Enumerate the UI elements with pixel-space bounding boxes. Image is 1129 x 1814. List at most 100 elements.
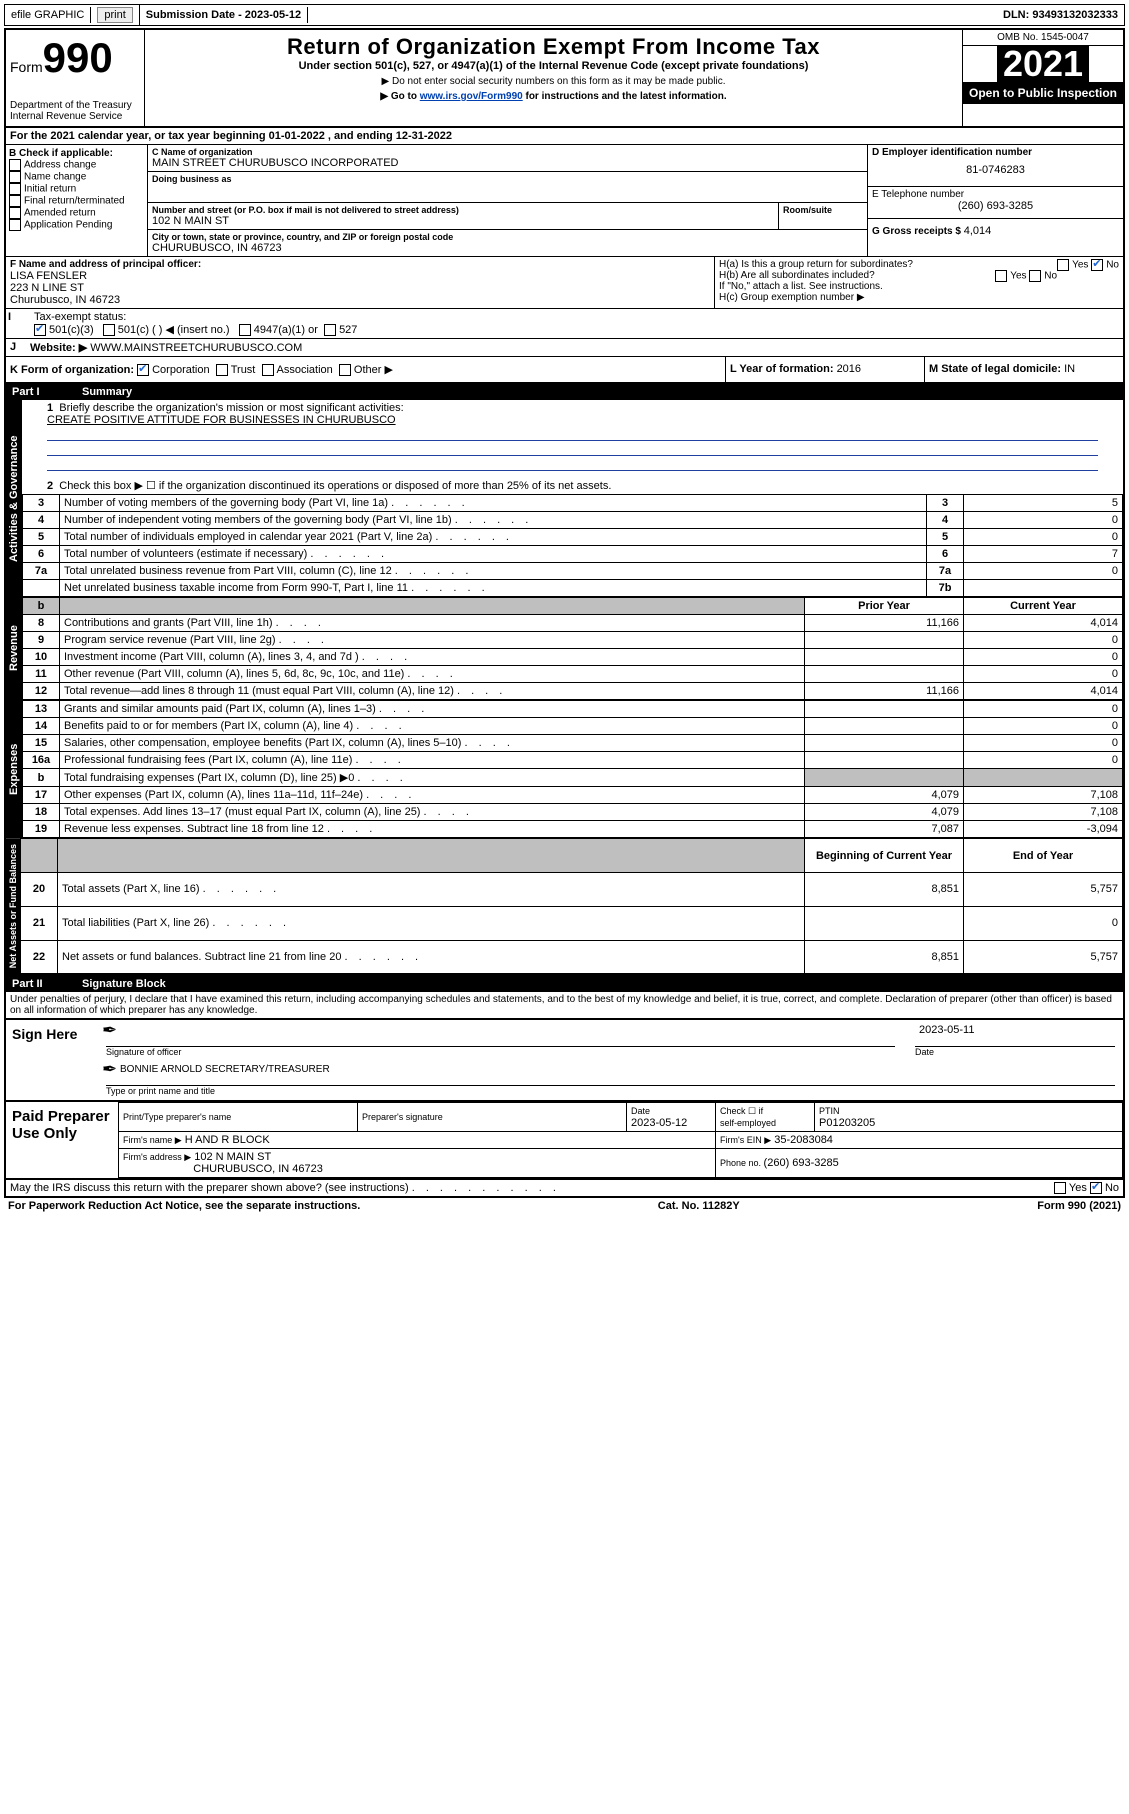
dln-value: 93493132032333 [1032,9,1118,21]
firm-phone-label: Phone no. [720,1158,764,1168]
chk-initial[interactable] [9,183,21,195]
opt-amended: Amended return [24,208,96,219]
chk-final[interactable] [9,195,21,207]
discuss-text: May the IRS discuss this return with the… [10,1182,409,1194]
officer-addr2: Churubusco, IN 46723 [10,294,710,306]
m-label: M State of legal domicile: [929,363,1064,375]
goto-post: for instructions and the latest informat… [523,91,727,102]
part2-num: Part II [12,978,82,990]
l1-text: Briefly describe the organization's miss… [59,402,403,414]
open-public: Open to Public Inspection [963,82,1123,104]
right-col: D Employer identification number 81-0746… [867,145,1123,256]
chk-501c3[interactable] [34,324,46,336]
o-527: 527 [339,324,357,336]
opt-address: Address change [24,160,96,171]
prep-date-label: Date [631,1106,650,1116]
chk-527[interactable] [324,324,336,336]
box-c: C Name of organization MAIN STREET CHURU… [148,145,867,256]
firm-addr1: 102 N MAIN ST [194,1151,271,1163]
chk-501c[interactable] [103,324,115,336]
city-label: City or town, state or province, country… [152,232,863,242]
top-toolbar: efile GRAPHIC print Submission Date - 20… [4,4,1125,26]
chk-corp[interactable] [137,364,149,376]
m-val: IN [1064,363,1075,375]
dot-leader: . . . . . . . . . . . [412,1182,560,1194]
k-trust: Trust [231,364,256,376]
tab-revenue: Revenue [6,597,22,700]
ha-no[interactable] [1091,259,1103,271]
l2-text: Check this box ▶ ☐ if the organization d… [59,480,611,492]
officer-addr1: 223 N LINE ST [10,282,710,294]
cat-no: Cat. No. 11282Y [658,1200,740,1212]
k-other: Other ▶ [354,364,393,376]
l-label: L Year of formation: [730,363,837,375]
website-value: WWW.MAINSTREETCHURUBUSCO.COM [90,342,302,354]
irs-label: Internal Revenue Service [10,111,140,122]
sign-here-label: Sign Here [6,1020,98,1100]
form-ref: Form 990 (2021) [1037,1200,1121,1212]
chk-trust[interactable] [216,364,228,376]
entity-block: B Check if applicable: Address change Na… [6,145,1123,257]
chk-4947[interactable] [239,324,251,336]
form-subtitle-1: Under section 501(c), 527, or 4947(a)(1)… [149,60,958,72]
sign-date: 2023-05-11 [915,1024,1115,1047]
form-header: Form990 Department of the Treasury Inter… [6,30,1123,128]
firm-ein-label: Firm's EIN ▶ [720,1135,771,1145]
form-container: Form990 Department of the Treasury Inter… [4,28,1125,1198]
part1-header: Part I Summary [6,384,1123,400]
o-4947: 4947(a)(1) or [254,324,318,336]
no-txt2: No [1044,271,1057,282]
firm-addr2: CHURUBUSCO, IN 46723 [193,1163,323,1175]
k-corp: Corporation [152,364,209,376]
part2-header: Part II Signature Block [6,976,1123,992]
chk-address-change[interactable] [9,159,21,171]
hb-no[interactable] [1029,270,1041,282]
chk-assoc[interactable] [262,364,274,376]
submission-date: 2023-05-12 [245,9,301,21]
sign-here-block: Sign Here ✒ Signature of officer 2023-05… [6,1018,1123,1100]
discuss-no[interactable] [1090,1182,1102,1194]
page-footer: For Paperwork Reduction Act Notice, see … [4,1198,1125,1214]
k-assoc: Association [277,364,333,376]
expenses-table: 13Grants and similar amounts paid (Part … [22,700,1123,838]
chk-name-change[interactable] [9,171,21,183]
tax-year: 2021 [997,46,1089,82]
irs-link[interactable]: www.irs.gov/Form990 [420,91,523,102]
o-501c: 501(c) ( ) ◀ (insert no.) [118,324,230,336]
hb-label: H(b) Are all subordinates included? [719,270,875,281]
ha-yes[interactable] [1057,259,1069,271]
form-word: Form [10,59,43,75]
print-button[interactable]: print [97,7,132,23]
efile-label: efile GRAPHIC [5,7,91,23]
chk-pending[interactable] [9,219,21,231]
ptin-val: P01203205 [819,1117,875,1129]
opt-pending: Application Pending [24,220,112,231]
f-label: F Name and address of principal officer: [10,259,710,270]
form-title: Return of Organization Exempt From Incom… [149,34,958,60]
org-name: MAIN STREET CHURUBUSCO INCORPORATED [152,157,863,169]
chk-amended[interactable] [9,207,21,219]
discuss-yes-txt: Yes [1069,1182,1087,1194]
i-letter: I [6,309,30,338]
street-address: 102 N MAIN ST [152,215,774,227]
box-b-label: B Check if applicable: [9,148,144,159]
part2-title: Signature Block [82,978,166,990]
revenue-table: bPrior YearCurrent Year8Contributions an… [22,597,1123,700]
yes-txt: Yes [1072,260,1088,271]
firm-phone-val: (260) 693-3285 [764,1157,839,1169]
gross-label: G Gross receipts $ [872,226,964,237]
discuss-yes[interactable] [1054,1182,1066,1194]
mission-text: CREATE POSITIVE ATTITUDE FOR BUSINESSES … [47,414,396,426]
firm-name-val: H AND R BLOCK [185,1134,270,1146]
part1-title: Summary [82,386,132,398]
k-label: K Form of organization: [10,364,134,376]
box-b: B Check if applicable: Address change Na… [6,145,148,256]
chk-other[interactable] [339,364,351,376]
prep-sig-label: Preparer's signature [362,1112,443,1122]
firm-addr-label: Firm's address ▶ [123,1152,191,1162]
ha-label: H(a) Is this a group return for subordin… [719,259,913,270]
hb-yes[interactable] [995,270,1007,282]
l-val: 2016 [837,363,861,375]
ein-value: 81-0746283 [872,164,1119,176]
penalty-text: Under penalties of perjury, I declare th… [6,992,1123,1018]
